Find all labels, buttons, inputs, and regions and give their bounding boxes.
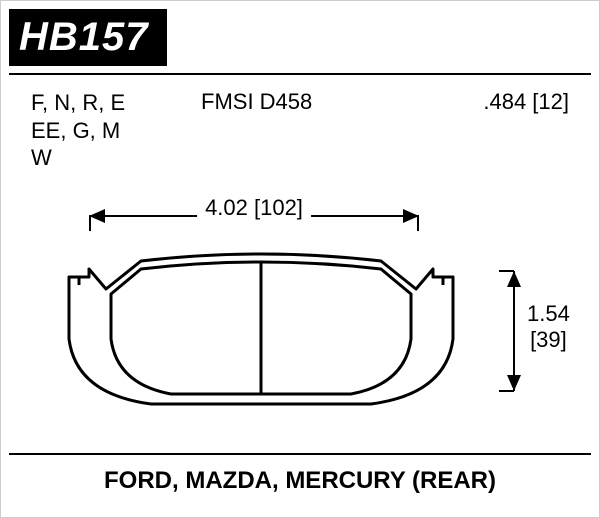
fmsi-code: FMSI D458 [201,89,401,172]
applications-text: FORD, MAZDA, MERCURY (REAR) [1,467,599,495]
compounds-list: F, N, R, E EE, G, M W [31,89,201,172]
height-arrow-icon [499,261,529,401]
compounds-line: F, N, R, E [31,89,201,117]
width-dimension-label: 4.02 [102] [197,195,311,221]
width-dimension: 4.02 [102] [89,201,419,231]
height-value-in: 1.54 [527,301,570,327]
thickness-spec: .484 [12] [483,89,569,172]
compounds-line: W [31,144,201,172]
height-dimension-label: 1.54 [39] [527,301,570,354]
header-divider [9,73,591,75]
brake-pad-diagram: 4.02 [102] 1.54 [39] [1,181,599,441]
part-number-badge: HB157 [9,9,167,66]
height-value-mm: [39] [527,327,570,353]
compounds-line: EE, G, M [31,117,201,145]
height-dimension: 1.54 [39] [499,261,569,401]
brake-pad-outline-icon [61,249,461,419]
info-row: F, N, R, E EE, G, M W FMSI D458 .484 [12… [31,89,569,172]
footer-divider [9,453,591,455]
